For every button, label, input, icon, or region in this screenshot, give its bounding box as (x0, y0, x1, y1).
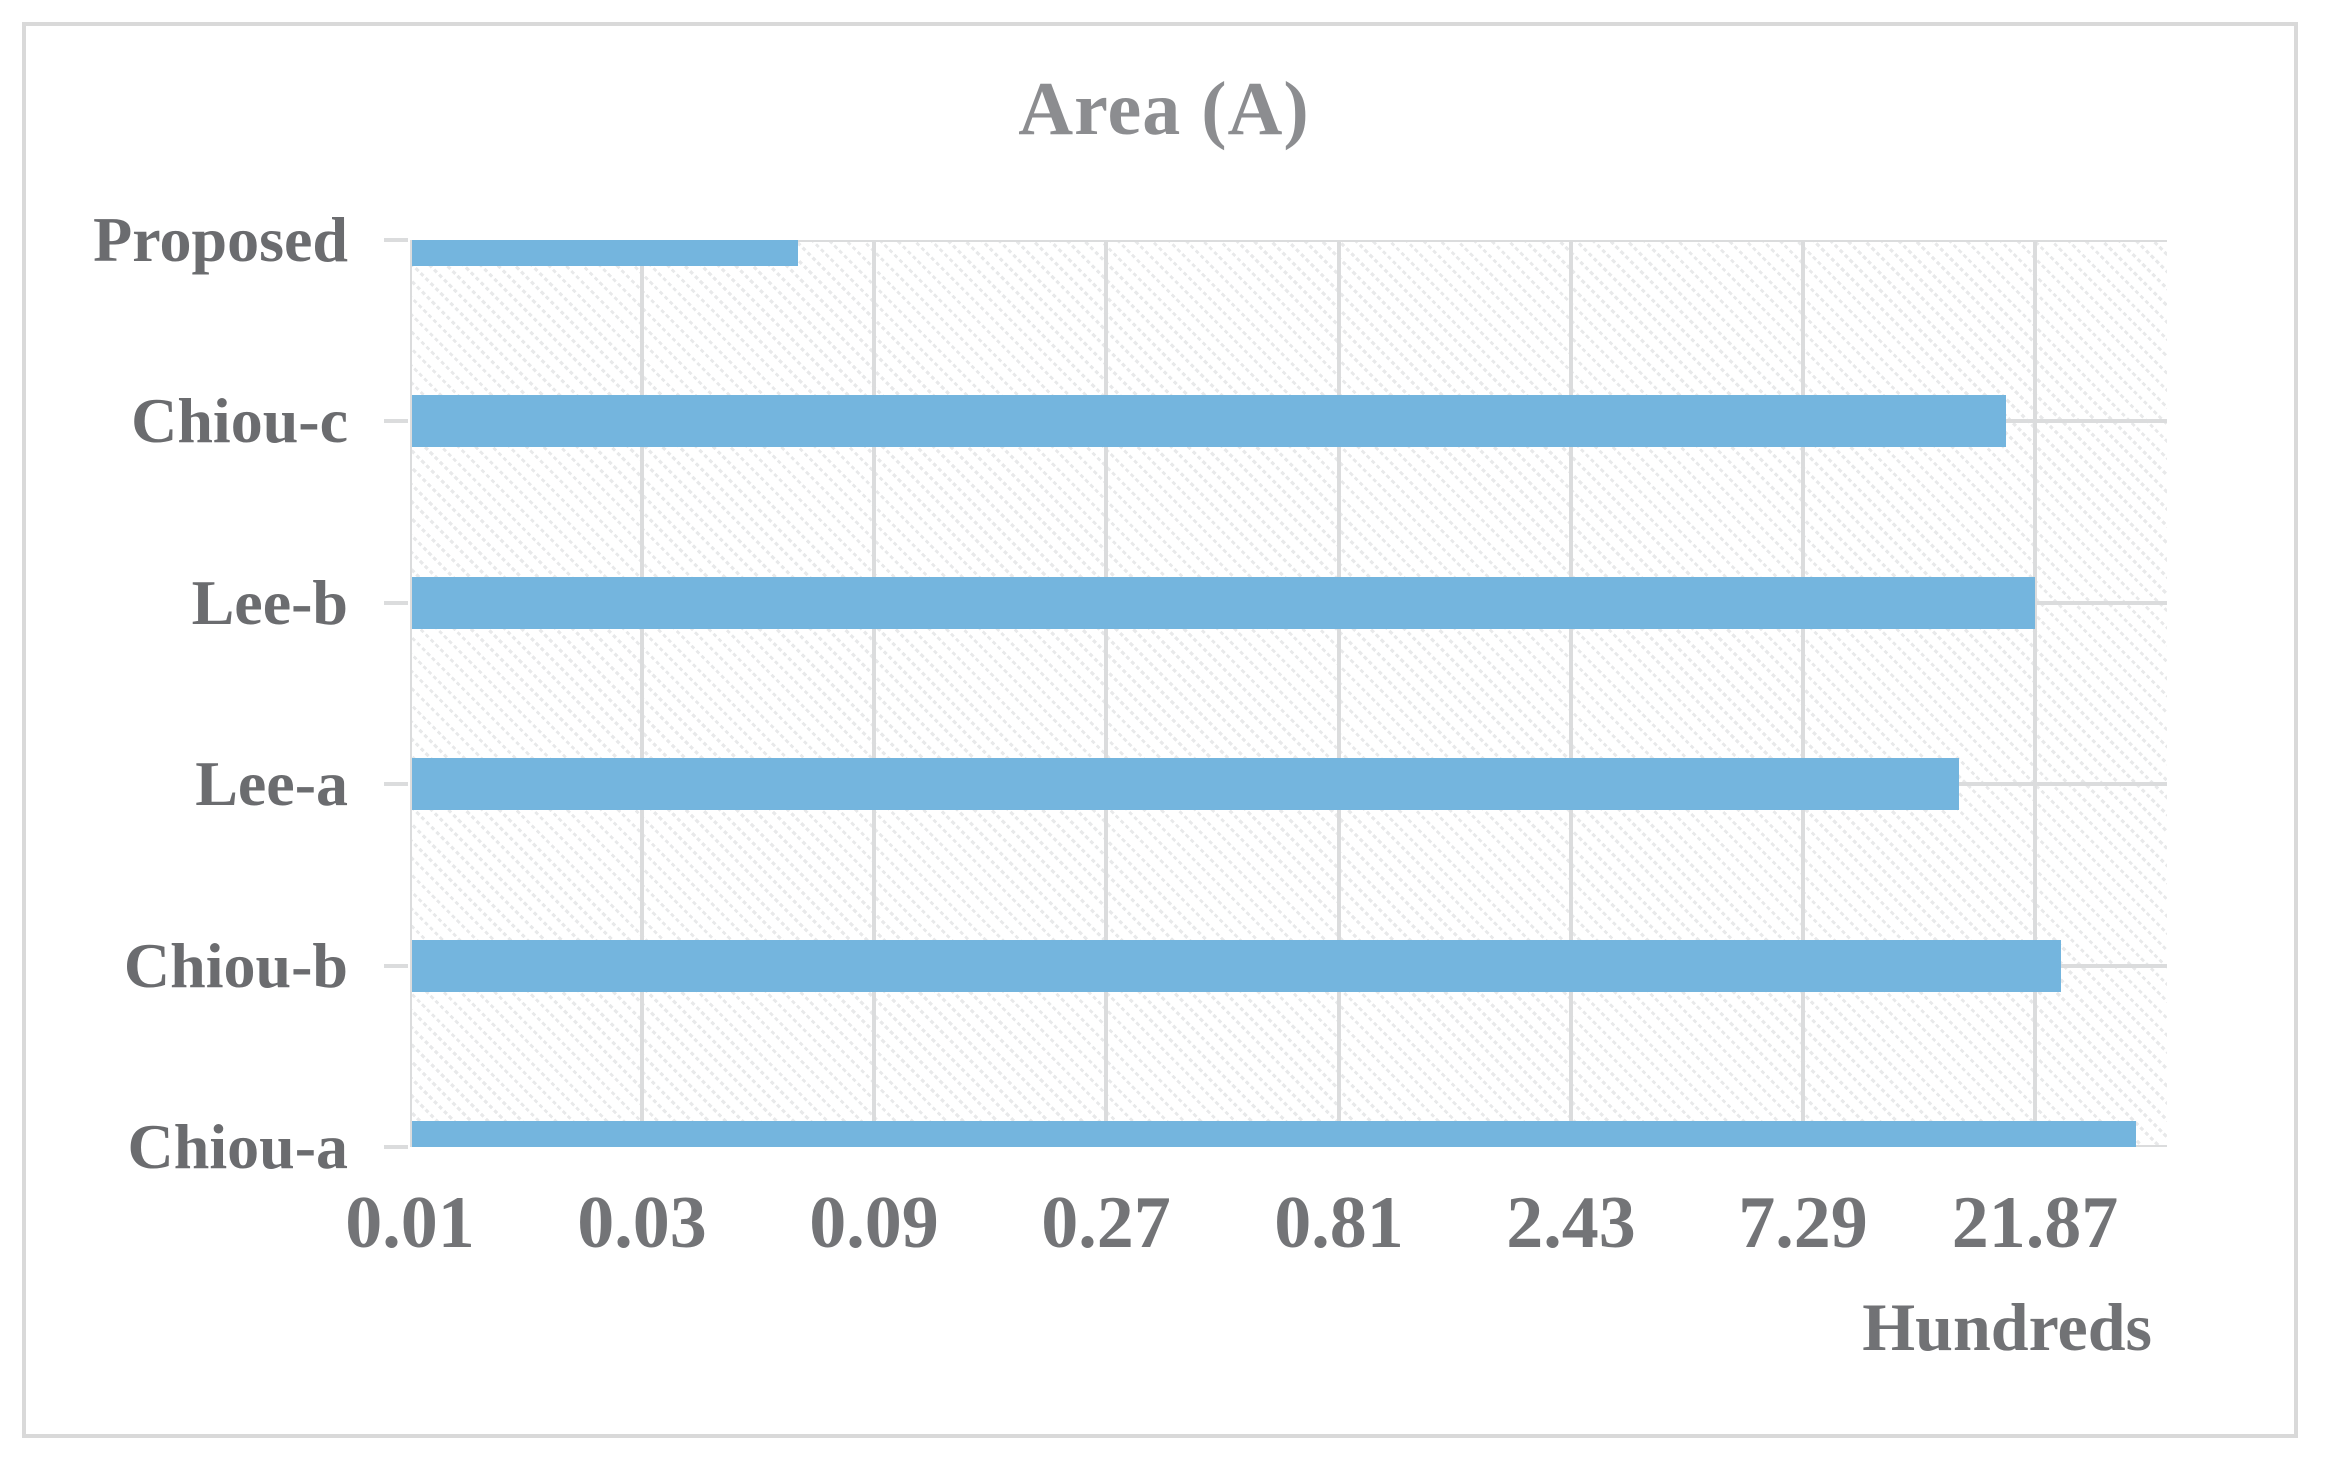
category-tick-proposed (384, 238, 408, 242)
axis-multiplier-label: Hundreds (1862, 1289, 2152, 1365)
category-label-chiou-c: Chiou-c (131, 385, 348, 457)
category-tick-lee-a (384, 782, 408, 787)
category-tick-chiou-b (384, 963, 408, 968)
vertical-gridline-0.01 (410, 240, 412, 1147)
x-tick-label-0.01: 0.01 (345, 1182, 475, 1264)
x-tick-label-7.29: 7.29 (1738, 1182, 1868, 1264)
bar-chiou-a (412, 1121, 2136, 1147)
vertical-gridline-2.43 (1568, 240, 1573, 1147)
x-tick-label-0.09: 0.09 (809, 1182, 939, 1264)
x-tick-label-21.87: 21.87 (1951, 1182, 2119, 1264)
category-label-proposed: Proposed (93, 204, 348, 275)
bar-chiou-b (412, 939, 2061, 992)
bar-chiou-c (412, 395, 2006, 448)
x-tick-label-2.43: 2.43 (1506, 1182, 1636, 1264)
vertical-gridline-7.29 (1800, 240, 1805, 1147)
vertical-gridline-0.03 (640, 240, 645, 1147)
x-tick-label-0.81: 0.81 (1274, 1182, 1404, 1264)
category-tick-lee-b (384, 600, 408, 605)
plot-area (410, 240, 2167, 1147)
vertical-gridline-21.87 (2032, 240, 2037, 1147)
category-label-lee-a: Lee-a (195, 748, 348, 820)
category-tick-chiou-a (384, 1145, 408, 1149)
category-label-chiou-b: Chiou-b (123, 929, 348, 1001)
category-tick-chiou-c (384, 419, 408, 424)
x-tick-label-0.27: 0.27 (1041, 1182, 1171, 1264)
category-label-lee-b: Lee-b (191, 566, 348, 638)
bar-lee-b (412, 576, 2035, 629)
vertical-gridline-0.09 (872, 240, 877, 1147)
category-gridline-proposed (410, 240, 2167, 242)
vertical-gridline-0.81 (1336, 240, 1341, 1147)
vertical-gridline-0.27 (1104, 240, 1109, 1147)
chart-title: Area (A) (1018, 67, 1310, 151)
bar-lee-a (412, 758, 1959, 811)
x-tick-label-0.03: 0.03 (577, 1182, 707, 1264)
bar-proposed (412, 240, 798, 266)
category-label-chiou-a: Chiou-a (127, 1111, 349, 1182)
